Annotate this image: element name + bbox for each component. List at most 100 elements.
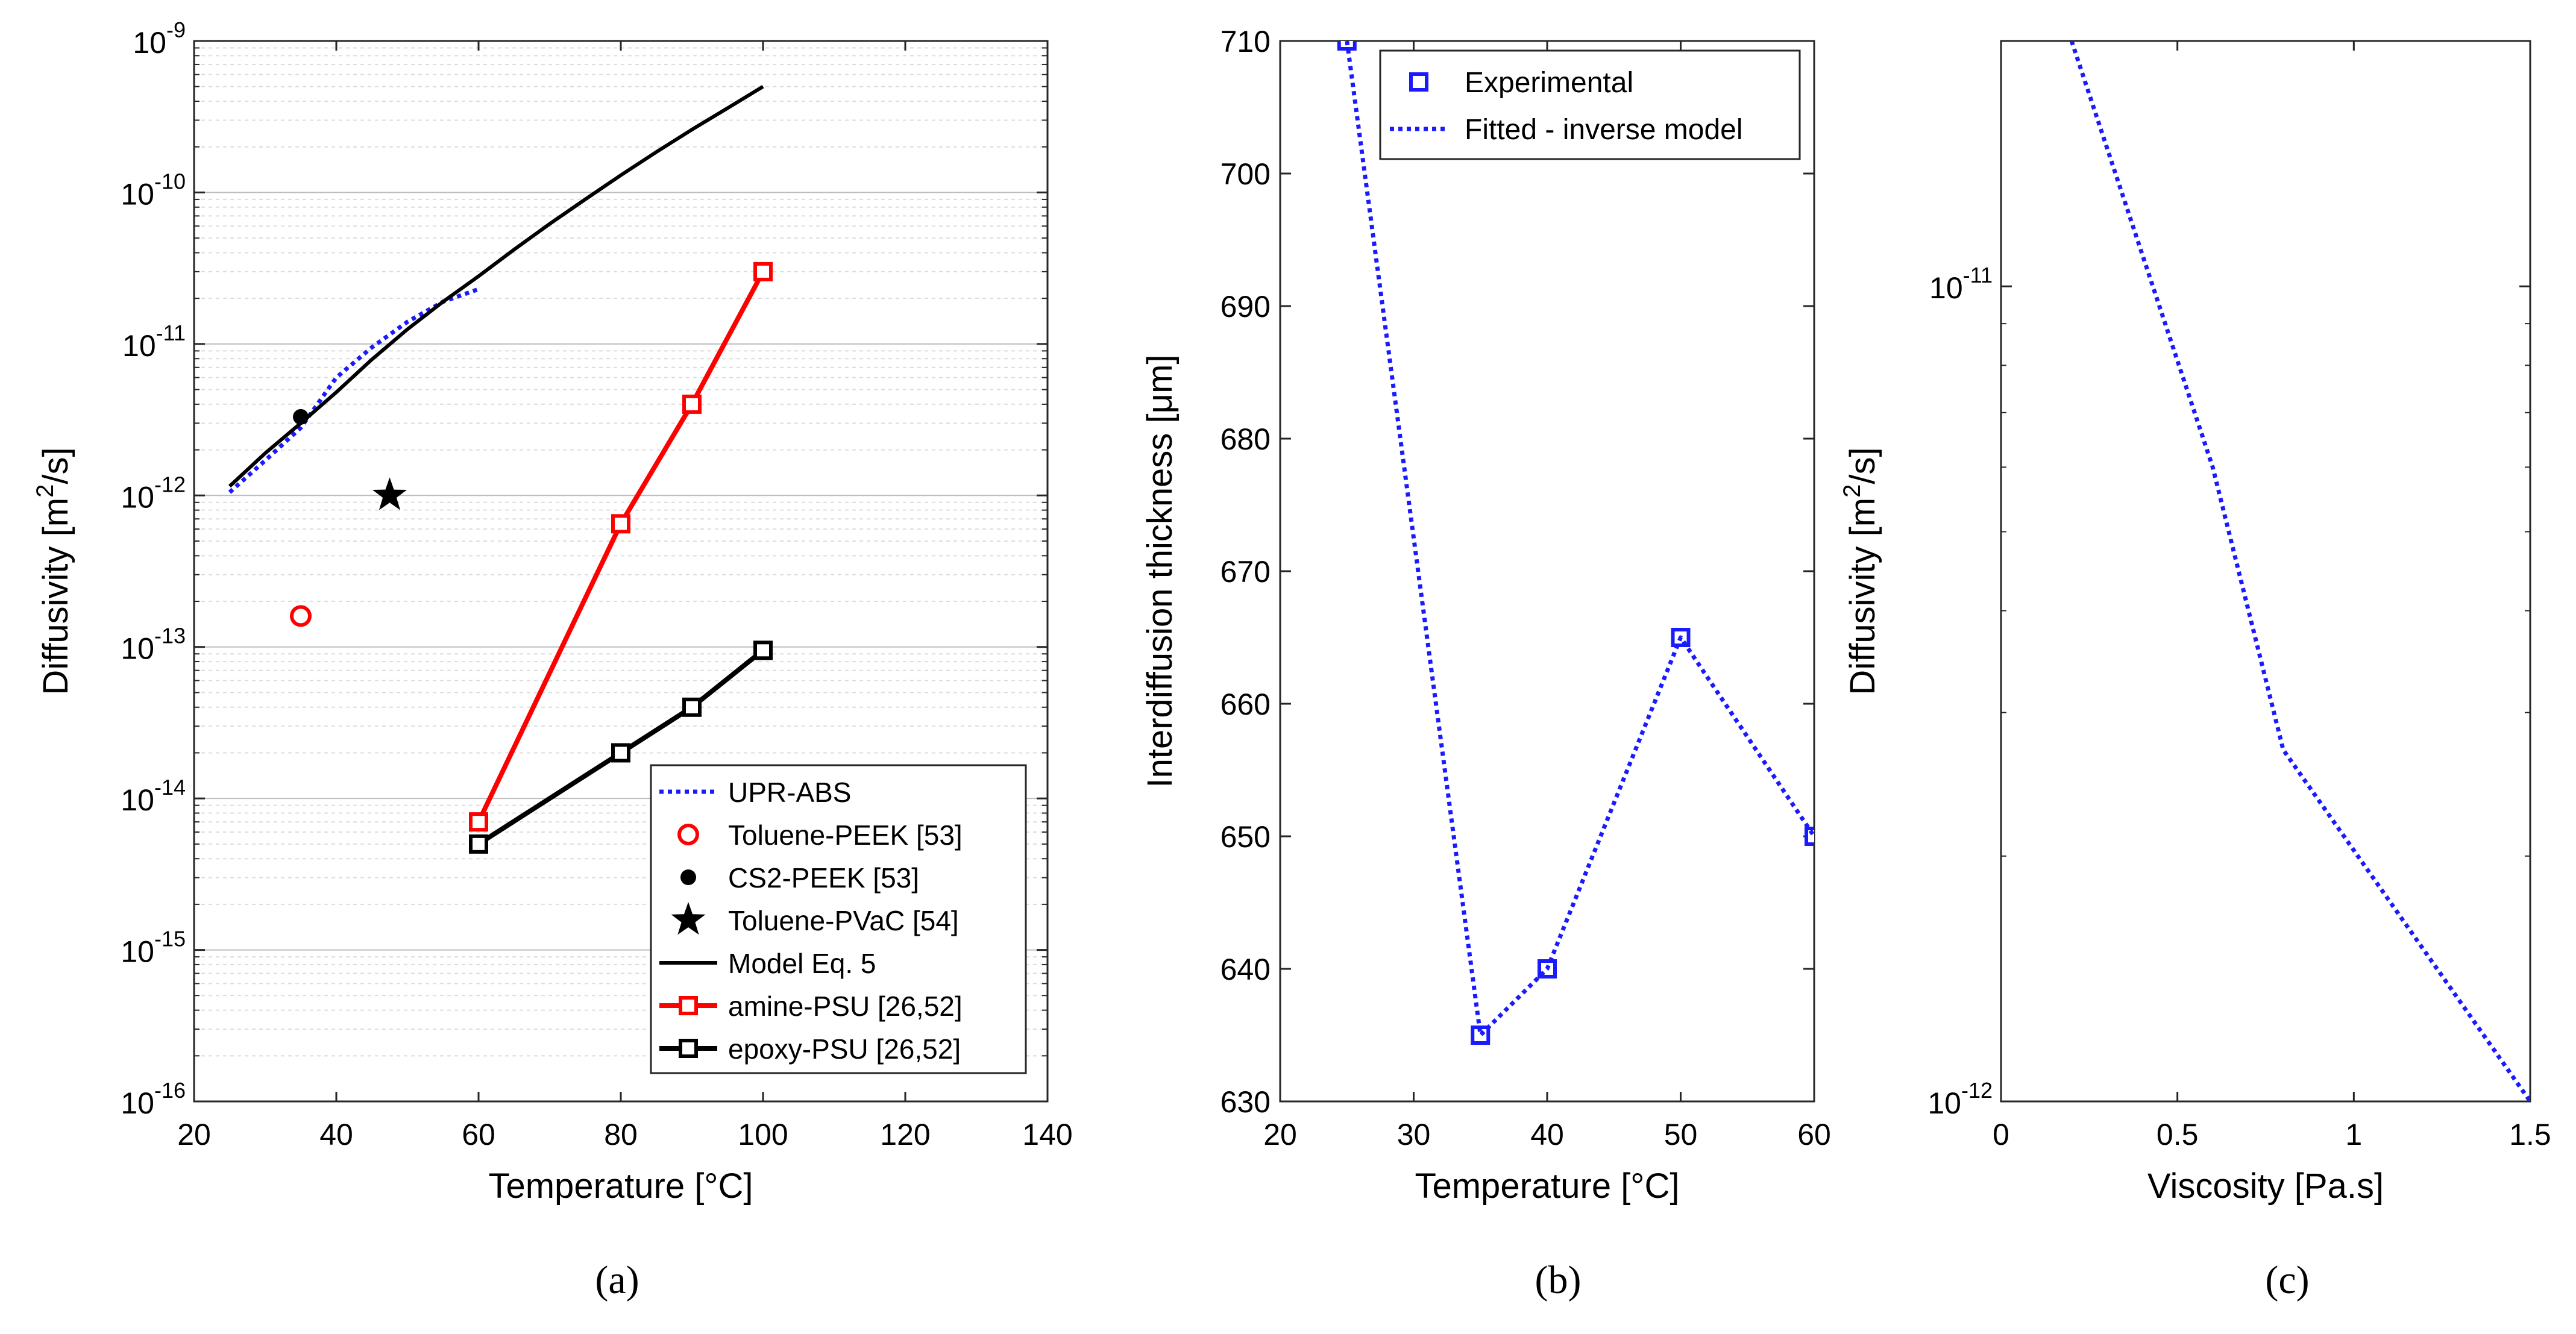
series-layer bbox=[2069, 41, 2530, 1101]
legend-item-model-eq-5: Model Eq. 5 bbox=[659, 948, 876, 979]
data-point bbox=[611, 514, 630, 534]
legend: Experimental Fitted - inverse model bbox=[1379, 49, 1801, 160]
data-point bbox=[753, 261, 773, 281]
y-axis-label-tail: /s] bbox=[1843, 447, 1882, 484]
x-tick-label: 80 bbox=[604, 1118, 638, 1151]
y-tick-label: 710 bbox=[1220, 25, 1271, 58]
y-tick-label: 680 bbox=[1220, 422, 1271, 456]
x-tick-label: 40 bbox=[1530, 1118, 1564, 1151]
y-tick-label: 630 bbox=[1220, 1085, 1271, 1119]
legend: UPR-ABS Toluene-PEEK [53] CS2-PEEK [53] Tol… bbox=[650, 764, 1027, 1074]
y-tick-exponent: -10 bbox=[154, 169, 186, 193]
y-tick-label: 700 bbox=[1220, 157, 1271, 191]
series-fitted-inverse-model bbox=[1345, 41, 1814, 1038]
legend-item-toluene-peek-53: Toluene-PEEK [53] bbox=[677, 819, 963, 851]
y-axis-label-main: Diffusivity [m bbox=[1843, 498, 1882, 695]
y-tick-exponent: -16 bbox=[154, 1078, 186, 1103]
y-axis-label-superscript: 2 bbox=[1839, 484, 1865, 498]
legend-marker bbox=[679, 1039, 698, 1058]
data-point bbox=[469, 834, 488, 854]
y-axis-label: Diffusivity [m2/s] bbox=[32, 447, 75, 695]
panel-label-c: (c) bbox=[2265, 1258, 2309, 1302]
y-tick-base: 10 bbox=[133, 26, 166, 60]
chart-panel-b: 20 30 40 50 60 630 640 650 660 670 680 690 700 710 Tem… bbox=[1140, 25, 1831, 1206]
data-point bbox=[1805, 827, 1814, 846]
y-tick-base: 10 bbox=[1927, 1086, 1961, 1120]
series-layer bbox=[1337, 41, 1814, 1045]
panel-label-a: (a) bbox=[595, 1258, 639, 1302]
x-tick-label: 120 bbox=[880, 1118, 930, 1151]
series-line bbox=[1345, 41, 1814, 1038]
chart-panel-a: 20 40 60 80 100 120 14010-1610-1510-1410-1310-… bbox=[32, 17, 1073, 1206]
legend-marker bbox=[677, 824, 699, 845]
y-tick-label: 10-10 bbox=[121, 169, 186, 211]
x-tick-label: 20 bbox=[1263, 1118, 1297, 1151]
y-tick-base: 10 bbox=[121, 177, 154, 211]
y-tick-label: 650 bbox=[1220, 820, 1271, 854]
y-tick-base: 10 bbox=[121, 783, 154, 817]
plot-area bbox=[2001, 41, 2530, 1101]
x-axis-label: Viscosity [Pa.s] bbox=[2147, 1166, 2384, 1206]
y-tick-exponent: -11 bbox=[1963, 263, 1993, 287]
y-tick-label: 10-12 bbox=[121, 472, 186, 514]
legend-box bbox=[650, 764, 1027, 1074]
axes-box bbox=[2000, 40, 2531, 1103]
data-point bbox=[290, 605, 312, 627]
series-line bbox=[476, 271, 765, 823]
legend-label: UPR-ABS bbox=[728, 777, 851, 808]
legend-item-experimental: Experimental bbox=[1409, 67, 1633, 99]
y-tick-label: 10-14 bbox=[121, 775, 186, 817]
x-tick-label: 30 bbox=[1397, 1118, 1431, 1151]
x-tick-label: 0.5 bbox=[2157, 1118, 2199, 1151]
legend-item-upr-abs: UPR-ABS bbox=[659, 777, 851, 808]
legend-item-toluene-pvac-54: Toluene-PVaC [54] bbox=[671, 902, 959, 936]
series-layer bbox=[228, 85, 773, 854]
y-tick-base: 10 bbox=[121, 935, 154, 969]
x-tick-label: 60 bbox=[462, 1118, 495, 1151]
y-tick-label: 10-13 bbox=[121, 624, 186, 666]
y-tick-base: 10 bbox=[121, 480, 154, 514]
series-line bbox=[477, 648, 765, 847]
y-tick-label: 10-16 bbox=[121, 1078, 186, 1120]
legend-item-fitted-inverse-model: Fitted - inverse model bbox=[1390, 114, 1743, 146]
series-epoxy-psu-26-52 bbox=[469, 640, 773, 854]
y-axis-label-main: Diffusivity [m bbox=[36, 498, 75, 695]
y-tick-exponent: -9 bbox=[166, 17, 186, 42]
y-axis-label: Interdiffusion thickness [μm] bbox=[1140, 355, 1180, 788]
y-tick-base: 10 bbox=[122, 329, 156, 363]
legend-label: Model Eq. 5 bbox=[728, 948, 876, 979]
x-tick-label: 1.5 bbox=[2509, 1118, 2551, 1151]
series-line bbox=[228, 85, 764, 488]
x-tick-label: 140 bbox=[1022, 1118, 1072, 1151]
legend-label: epoxy-PSU [26,52] bbox=[728, 1033, 961, 1065]
y-tick-label: 670 bbox=[1220, 555, 1271, 589]
x-tick-label: 60 bbox=[1797, 1118, 1831, 1151]
data-point bbox=[372, 477, 407, 510]
x-axis-label: Temperature [°C] bbox=[1415, 1166, 1679, 1206]
panel-label-b: (b) bbox=[1535, 1258, 1582, 1302]
legend-label: Experimental bbox=[1465, 67, 1633, 99]
legend-item-amine-psu-26-52: amine-PSU [26,52] bbox=[659, 991, 963, 1022]
y-tick-label: 640 bbox=[1220, 953, 1271, 986]
x-tick-label: 100 bbox=[738, 1118, 788, 1151]
y-tick-exponent: -14 bbox=[154, 775, 186, 800]
data-point bbox=[469, 812, 488, 832]
y-tick-label: 10-11 bbox=[1929, 263, 1993, 305]
y-axis-label-tail: /s] bbox=[36, 447, 75, 484]
legend-box bbox=[1379, 49, 1801, 160]
x-tick-label: 1 bbox=[2345, 1118, 2362, 1151]
y-tick-exponent: -11 bbox=[156, 321, 186, 345]
data-point bbox=[682, 697, 702, 717]
legend-item-epoxy-psu-26-52: epoxy-PSU [26,52] bbox=[659, 1033, 961, 1065]
series-toluene-pvac-54 bbox=[372, 477, 407, 510]
y-tick-exponent: -13 bbox=[154, 624, 186, 648]
legend-marker bbox=[680, 869, 696, 885]
x-axis-label: Temperature [°C] bbox=[488, 1166, 753, 1206]
legend-marker bbox=[1409, 72, 1428, 92]
x-tick-label: 0 bbox=[1993, 1118, 2009, 1151]
series-amine-psu-26-52 bbox=[469, 261, 773, 832]
y-tick-base: 10 bbox=[1929, 271, 1963, 305]
y-axis-label-superscript: 2 bbox=[32, 484, 58, 498]
